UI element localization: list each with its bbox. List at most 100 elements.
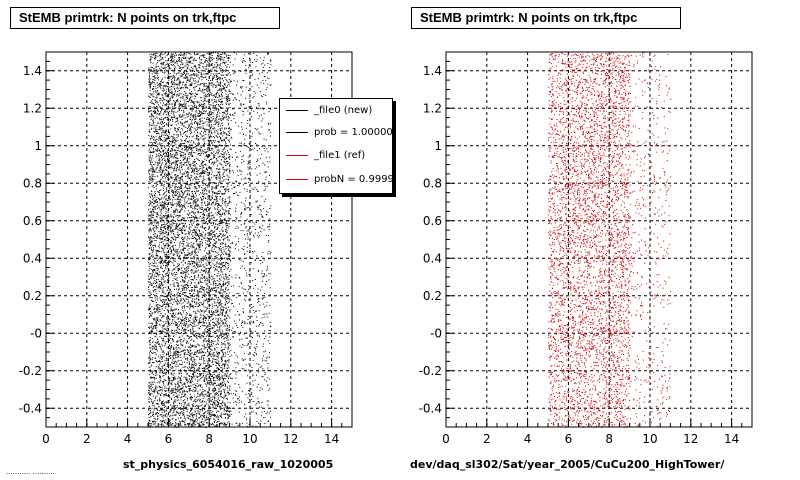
data-point (201, 310, 203, 312)
data-point (156, 254, 158, 256)
data-point (200, 58, 202, 60)
data-point (201, 400, 203, 402)
data-point (230, 243, 232, 245)
data-point (171, 273, 173, 275)
data-point (224, 385, 226, 387)
data-point (153, 214, 155, 216)
data-point (163, 264, 165, 266)
data-point (269, 336, 271, 338)
data-point (202, 160, 204, 162)
data-point (264, 350, 266, 352)
data-point (207, 302, 209, 304)
data-point (188, 89, 190, 91)
data-point (178, 79, 180, 81)
data-point (158, 261, 160, 263)
data-point (172, 229, 174, 231)
data-point (179, 244, 181, 246)
data-point (165, 181, 167, 183)
data-point (197, 159, 199, 161)
data-point (213, 343, 215, 345)
data-point (209, 272, 211, 274)
data-point (183, 330, 185, 332)
data-point (160, 237, 162, 239)
data-point (174, 128, 176, 130)
data-point (151, 117, 153, 119)
data-point (219, 168, 221, 170)
data-point (183, 389, 185, 391)
data-point (194, 318, 196, 320)
data-point (177, 211, 179, 213)
data-point (162, 102, 164, 104)
data-point (247, 123, 249, 125)
data-point (186, 151, 188, 153)
data-point (157, 117, 159, 119)
data-point (202, 415, 204, 417)
data-point (148, 229, 150, 231)
data-point (161, 154, 163, 156)
data-point (164, 77, 166, 79)
data-point (156, 408, 158, 410)
data-point (216, 384, 218, 386)
data-point (206, 279, 208, 281)
data-point (166, 187, 168, 189)
data-point (172, 246, 174, 248)
data-point (165, 405, 167, 407)
data-point (215, 146, 217, 148)
data-point (222, 117, 224, 119)
data-point (173, 310, 175, 312)
data-point (153, 169, 155, 171)
data-point (195, 114, 197, 116)
data-point (200, 76, 202, 78)
data-point (226, 367, 228, 369)
data-point (191, 268, 193, 270)
data-point (204, 70, 206, 72)
data-point (210, 250, 212, 252)
data-point (220, 342, 222, 344)
data-point (240, 259, 242, 261)
data-point (151, 73, 153, 75)
data-point (202, 318, 204, 320)
data-point (247, 120, 249, 122)
data-point (181, 207, 183, 209)
data-point (222, 310, 224, 312)
data-point (226, 276, 228, 278)
data-point (180, 299, 182, 301)
data-point (174, 295, 176, 297)
data-point (196, 263, 198, 265)
data-point (200, 281, 202, 283)
data-point (170, 364, 172, 366)
data-point (150, 423, 152, 425)
data-point (149, 97, 151, 99)
data-point (237, 310, 239, 312)
data-point (177, 187, 179, 189)
data-point (193, 171, 195, 173)
data-point (180, 252, 182, 254)
data-point (216, 79, 218, 81)
data-point (261, 365, 263, 367)
data-point (158, 214, 160, 216)
data-point (212, 363, 214, 365)
data-point (266, 72, 268, 74)
data-point (155, 249, 157, 251)
data-point (248, 220, 250, 222)
data-point (207, 391, 209, 393)
data-point (180, 110, 182, 112)
data-point (170, 242, 172, 244)
data-point (239, 169, 241, 171)
data-point (194, 201, 196, 203)
data-point (182, 345, 184, 347)
data-point (212, 182, 214, 184)
data-point (268, 219, 270, 221)
data-point (162, 98, 164, 100)
data-point (167, 362, 169, 364)
data-point (205, 267, 207, 269)
data-point (195, 396, 197, 398)
data-point (228, 348, 230, 350)
data-point (172, 254, 174, 256)
data-point (155, 63, 157, 65)
data-point (158, 162, 160, 164)
data-point (207, 60, 209, 62)
data-point (216, 178, 218, 180)
data-point (148, 215, 150, 217)
data-point (173, 81, 175, 83)
